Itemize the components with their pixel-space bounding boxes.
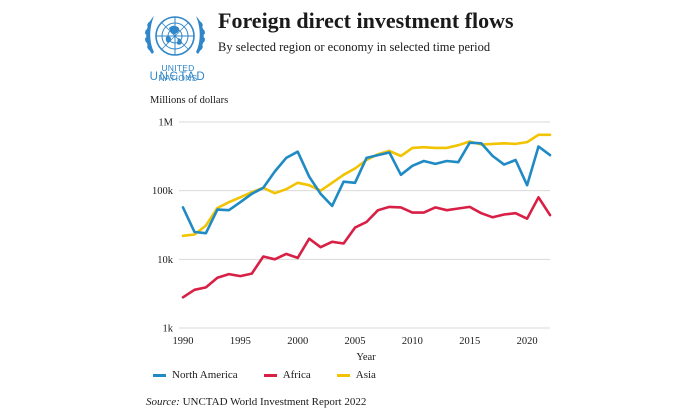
x-tick-label: 2000 xyxy=(287,336,308,347)
legend-swatch-asia xyxy=(336,373,350,377)
legend-label-africa: Africa xyxy=(282,369,311,381)
source-note: Source: UNCTAD World Investment Report 2… xyxy=(146,396,366,408)
logo-text-united-nations: UNITED NATIONS xyxy=(158,63,198,83)
x-tick-label: 2010 xyxy=(402,336,423,347)
un-emblem xyxy=(140,8,210,66)
y-axis-label: Millions of dollars xyxy=(150,95,229,106)
x-axis-label: Year xyxy=(356,352,376,363)
logo-text-unctad: UNCTAD xyxy=(149,71,207,83)
legend-swatch-africa xyxy=(263,373,277,377)
x-tick-label: 2015 xyxy=(459,336,480,347)
y-tick-label: 1k xyxy=(163,324,174,335)
series-lines xyxy=(181,133,552,299)
x-tick-label: 2020 xyxy=(517,336,538,347)
y-tick-labels: 1k 10k 100k 1M xyxy=(152,118,174,335)
series-line-north-america xyxy=(181,141,552,235)
y-tick-label: 10k xyxy=(157,255,174,266)
series-line-africa xyxy=(181,196,552,299)
y-tick-label: 1M xyxy=(158,118,173,129)
source-text: UNCTAD World Investment Report 2022 xyxy=(179,396,367,408)
legend: North America Africa Asia xyxy=(153,369,376,381)
legend-label-asia: Asia xyxy=(355,369,376,381)
legend-item-asia: Asia xyxy=(336,369,376,381)
legend-label-north-america: North America xyxy=(172,369,238,381)
source-label: Source: xyxy=(146,396,180,408)
chart-subtitle: By selected region or economy in selecte… xyxy=(218,40,491,54)
gridlines xyxy=(179,121,550,329)
x-tick-label: 1990 xyxy=(173,336,194,347)
x-tick-label: 1995 xyxy=(230,336,251,347)
x-tick-label: 2005 xyxy=(345,336,366,347)
legend-swatch-north-america xyxy=(153,373,166,377)
legend-item-north-america: North America xyxy=(153,369,238,381)
legend-item-africa: Africa xyxy=(263,369,311,381)
y-tick-label: 100k xyxy=(152,186,174,197)
chart-title: Foreign direct investment flows xyxy=(218,8,514,33)
x-tick-labels: 1990 1995 2000 2005 2010 2015 2020 xyxy=(173,336,538,347)
